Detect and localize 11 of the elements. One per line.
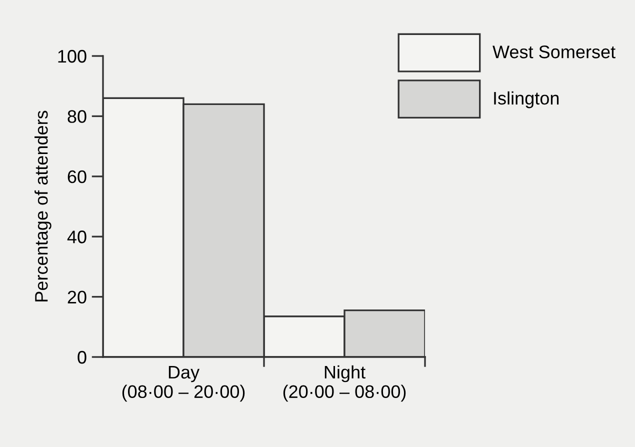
x-tick-label: Day (08·00 – 20·00)	[122, 366, 245, 402]
y-tick-label: 80	[68, 110, 86, 123]
legend-label: Islington	[494, 91, 559, 108]
y-tick-label: 40	[67, 230, 86, 244]
y-tick-label: 60	[68, 170, 86, 184]
y-axis-title: Percentage of attenders	[34, 110, 52, 302]
x-tick-label: Night (20·00 – 08·00)	[283, 365, 406, 402]
legend-label: West Somerset	[492, 46, 616, 58]
y-tick-label: 0	[78, 350, 86, 364]
y-tick-label: 20	[68, 290, 86, 304]
y-tick-label: 100	[58, 50, 86, 63]
